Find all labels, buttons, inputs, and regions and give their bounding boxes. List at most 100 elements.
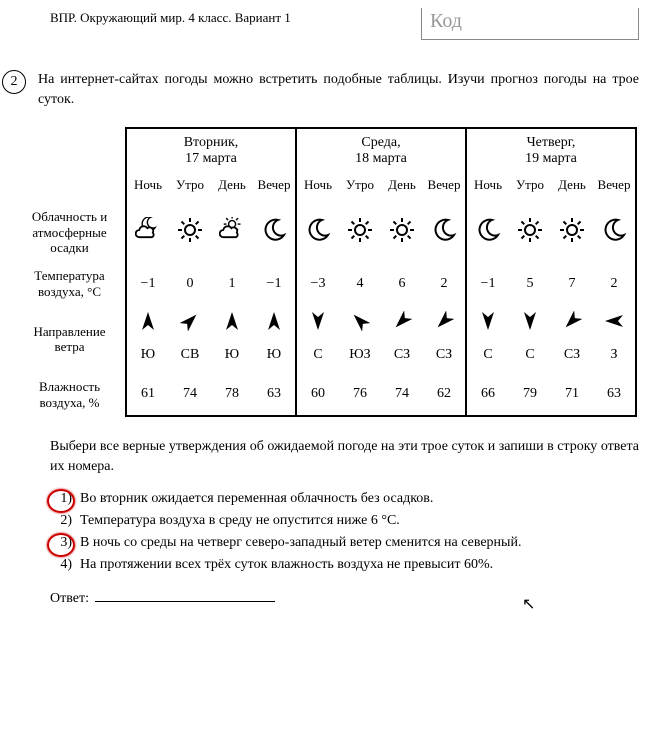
- wind-dir-cell: Ю: [211, 337, 253, 373]
- wind-arrow-icon: [296, 305, 339, 337]
- humidity-cell: 71: [551, 373, 593, 416]
- weather-icon: [381, 203, 423, 262]
- humidity-cell: 76: [339, 373, 381, 416]
- option-number: 4): [50, 557, 72, 573]
- period-cell: Утро: [339, 173, 381, 203]
- option-row: 3)В ночь со среды на четверг северо-запа…: [50, 535, 639, 551]
- weather-icon: [253, 203, 296, 262]
- wind-dir-cell: СЗ: [551, 337, 593, 373]
- weather-icon: [509, 203, 551, 262]
- temp-cell: 5: [509, 262, 551, 305]
- option-row: 1)Во вторник ожидается переменная облачн…: [50, 491, 639, 507]
- wind-dir-cell: З: [593, 337, 636, 373]
- day-header-1: Среда,18 марта: [296, 128, 466, 173]
- answer-line: [95, 587, 275, 602]
- page-header: ВПР. Окружающий мир. 4 класс. Вариант 1: [20, 8, 291, 26]
- option-text: В ночь со среды на четверг северо-западн…: [80, 535, 521, 551]
- forecast-table: Вторник,17 марта Среда,18 марта Четверг,…: [22, 127, 637, 417]
- weather-icon: [169, 203, 211, 262]
- humidity-cell: 62: [423, 373, 466, 416]
- row-label-wind: Направление ветра: [22, 305, 126, 373]
- humidity-cell: 60: [296, 373, 339, 416]
- humidity-cell: 74: [169, 373, 211, 416]
- temp-cell: 2: [423, 262, 466, 305]
- humidity-cell: 74: [381, 373, 423, 416]
- wind-arrow-icon: [551, 305, 593, 337]
- wind-dir-cell: С: [466, 337, 509, 373]
- period-cell: День: [551, 173, 593, 203]
- period-cell: Ночь: [466, 173, 509, 203]
- temp-cell: −1: [466, 262, 509, 305]
- wind-dir-cell: СЗ: [381, 337, 423, 373]
- period-cell: Утро: [169, 173, 211, 203]
- humidity-cell: 66: [466, 373, 509, 416]
- period-cell: Вечер: [593, 173, 636, 203]
- option-number: 2): [50, 513, 72, 529]
- code-box: Код: [421, 8, 639, 40]
- question-number: 2: [2, 70, 26, 94]
- temp-cell: 1: [211, 262, 253, 305]
- weather-icon: [423, 203, 466, 262]
- answer-label: Ответ:: [50, 591, 89, 607]
- wind-dir-cell: СЗ: [423, 337, 466, 373]
- period-cell: День: [211, 173, 253, 203]
- wind-arrow-icon: [423, 305, 466, 337]
- temp-cell: −1: [126, 262, 169, 305]
- humidity-cell: 78: [211, 373, 253, 416]
- wind-dir-cell: ЮЗ: [339, 337, 381, 373]
- option-text: Во вторник ожидается переменная облачнос…: [80, 491, 433, 507]
- day-header-0: Вторник,17 марта: [126, 128, 296, 173]
- weather-icon: [126, 203, 169, 262]
- option-text: На протяжении всех трёх суток влажность …: [80, 557, 493, 573]
- wind-dir-cell: Ю: [126, 337, 169, 373]
- day-header-2: Четверг,19 марта: [466, 128, 636, 173]
- humidity-cell: 61: [126, 373, 169, 416]
- wind-arrow-icon: [593, 305, 636, 337]
- wind-arrow-icon: [381, 305, 423, 337]
- wind-dir-cell: С: [509, 337, 551, 373]
- period-cell: Ночь: [296, 173, 339, 203]
- temp-cell: 7: [551, 262, 593, 305]
- wind-arrow-icon: [466, 305, 509, 337]
- option-text: Температура воздуха в среду не опустится…: [80, 513, 400, 529]
- humidity-cell: 63: [253, 373, 296, 416]
- temp-cell: −3: [296, 262, 339, 305]
- temp-cell: 6: [381, 262, 423, 305]
- temp-cell: 4: [339, 262, 381, 305]
- wind-arrow-icon: [211, 305, 253, 337]
- wind-arrow-icon: [126, 305, 169, 337]
- wind-dir-cell: СВ: [169, 337, 211, 373]
- weather-icon: [339, 203, 381, 262]
- period-cell: День: [381, 173, 423, 203]
- period-cell: Вечер: [423, 173, 466, 203]
- option-row: 2) Температура воздуха в среду не опустит…: [50, 513, 639, 529]
- option-row: 4) На протяжении всех трёх суток влажност…: [50, 557, 639, 573]
- humidity-cell: 63: [593, 373, 636, 416]
- humidity-cell: 79: [509, 373, 551, 416]
- question-text: На интернет-сайтах погоды можно встретит…: [38, 70, 639, 109]
- row-label-clouds: Облачность и атмосферные осадки: [22, 203, 126, 262]
- options-list: 1)Во вторник ожидается переменная облачн…: [50, 491, 639, 573]
- period-cell: Ночь: [126, 173, 169, 203]
- period-cell: Вечер: [253, 173, 296, 203]
- wind-dir-cell: С: [296, 337, 339, 373]
- weather-icon: [593, 203, 636, 262]
- weather-icon: [551, 203, 593, 262]
- row-label-humidity: Влажность воздуха, %: [22, 373, 126, 416]
- answer-circle-mark: [47, 489, 75, 513]
- weather-icon: [296, 203, 339, 262]
- wind-arrow-icon: [169, 305, 211, 337]
- wind-arrow-icon: [509, 305, 551, 337]
- period-cell: Утро: [509, 173, 551, 203]
- weather-icon: [466, 203, 509, 262]
- wind-dir-cell: Ю: [253, 337, 296, 373]
- weather-icon: [211, 203, 253, 262]
- instruction-text: Выбери все верные утверждения об ожидаем…: [50, 437, 639, 476]
- answer-circle-mark: [47, 533, 75, 557]
- temp-cell: −1: [253, 262, 296, 305]
- wind-arrow-icon: [253, 305, 296, 337]
- temp-cell: 2: [593, 262, 636, 305]
- temp-cell: 0: [169, 262, 211, 305]
- wind-arrow-icon: [339, 305, 381, 337]
- row-label-temp: Температура воздуха, °C: [22, 262, 126, 305]
